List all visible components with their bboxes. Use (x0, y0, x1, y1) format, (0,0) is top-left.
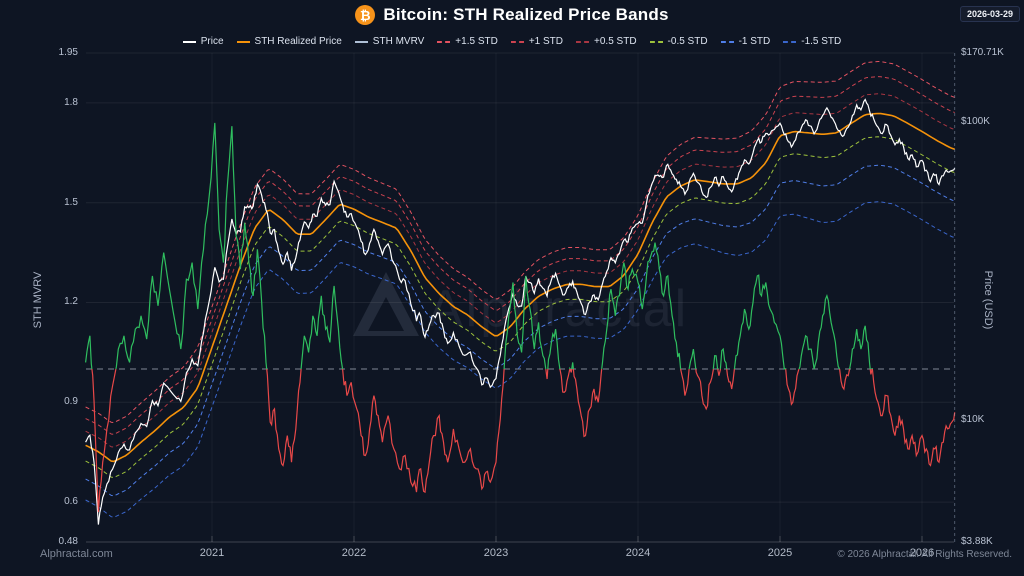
series-sth-mvrv (547, 328, 561, 370)
series-sth-mvrv (559, 368, 571, 393)
watermark-logo (353, 272, 419, 336)
series-sth-mvrv (266, 368, 302, 467)
legend-item-price[interactable]: Price (182, 36, 224, 47)
watermark: Alphractal (353, 272, 689, 338)
series-sth-mvrv (719, 347, 728, 370)
series-sth-mvrv (688, 348, 697, 370)
right-axis-tick-label: $100K (961, 116, 990, 128)
series-sth-realized-price (85, 112, 955, 463)
series-sth-mvrv (726, 368, 735, 390)
legend-item-label: -1.5 STD (801, 36, 842, 47)
series-sth-mvrv (717, 368, 721, 376)
legend-marker-icon (649, 40, 663, 43)
x-axis-tick-label: 2022 (341, 547, 367, 559)
series-sth-mvrv (85, 335, 93, 370)
right-axis-tick-label: $10K (961, 413, 985, 425)
series-sth-mvrv (572, 368, 603, 438)
footer-copyright: © 2026 Alphractal. All Rights Reserved. (837, 549, 1012, 560)
legend-item--1.5-std[interactable]: -1.5 STD (783, 36, 841, 47)
legend: Price STH Realized Price STH MVRV +1.5 STD +… (0, 36, 1024, 47)
series-sth-mvrv (545, 368, 549, 380)
legend-item-label: STH MVRV (372, 36, 425, 47)
left-axis-tick-label: 0.6 (64, 496, 78, 508)
legend-item-label: Price (200, 36, 224, 47)
legend-item-label: STH Realized Price (254, 36, 342, 47)
series-sth-mvrv (695, 368, 714, 411)
legend-marker-icon (783, 40, 797, 43)
legend-item-label: +1.5 STD (455, 36, 498, 47)
x-axis-tick-label: 2023 (483, 547, 509, 559)
legend-item-label: -1 STD (738, 36, 771, 47)
legend-item--0.5-std[interactable]: -0.5 STD (649, 36, 708, 47)
legend-item-+0.5-std[interactable]: +0.5 STD (576, 36, 637, 47)
legend-marker-icon (720, 40, 734, 43)
legend-item--1-std[interactable]: -1 STD (720, 36, 771, 47)
legend-item-label: +1 STD (528, 36, 564, 47)
band-line--1 STD (85, 164, 955, 497)
series-price (85, 98, 956, 525)
x-axis-tick-label: 2025 (767, 547, 793, 559)
series-sth-mvrv (869, 368, 873, 375)
band-line-+1 STD (85, 76, 955, 435)
band-line-+0.5 STD (85, 93, 955, 448)
left-axis-tick-label: 1.95 (58, 47, 78, 58)
series-sth-mvrv (785, 368, 800, 406)
legend-marker-icon (182, 40, 196, 43)
series-sth-mvrv (839, 368, 851, 391)
series-sth-mvrv (571, 362, 574, 370)
x-axis-tick-label: 2026 (909, 547, 935, 559)
right-axis-tick-label: $3.88K (961, 536, 993, 547)
legend-item-label: -0.5 STD (667, 36, 708, 47)
band-line-+1.5 STD (85, 60, 955, 424)
series-sth-mvrv (342, 368, 505, 494)
legend-marker-icon (236, 40, 250, 43)
watermark-text: Alphractal (428, 280, 689, 338)
series-sth-mvrv (712, 355, 719, 370)
series-sth-mvrv (569, 368, 573, 373)
band-line--1.5 STD (85, 201, 955, 518)
left-axis-tick-label: 0.48 (58, 536, 78, 547)
left-axis-tick-label: 1.2 (64, 296, 78, 308)
legend-item-sth-mvrv[interactable]: STH MVRV (354, 36, 425, 47)
right-axis-tick-label: $170.71K (961, 47, 1004, 58)
x-axis-tick-label: 2024 (625, 547, 651, 559)
left-axis-tick-label: 1.8 (64, 96, 78, 108)
left-axis-tick-label: 0.9 (64, 396, 78, 408)
series-sth-mvrv (503, 275, 547, 370)
series-sth-mvrv (300, 285, 344, 370)
series-sth-mvrv (733, 274, 787, 370)
legend-item-sth-realized-price[interactable]: STH Realized Price (236, 36, 342, 47)
series-sth-mvrv (871, 368, 956, 467)
legend-marker-icon (576, 40, 590, 43)
legend-marker-icon (510, 40, 524, 43)
legend-marker-icon (354, 40, 368, 43)
series-sth-mvrv (91, 368, 117, 513)
x-axis-tick-label: 2021 (199, 547, 225, 559)
legend-marker-icon (437, 40, 451, 43)
series-sth-mvrv (849, 325, 871, 370)
legend-item-label: +0.5 STD (594, 36, 637, 47)
footer-site-link: Alphractal.com (40, 548, 113, 560)
series-sth-mvrv (601, 242, 682, 370)
legend-item-+1-std[interactable]: +1 STD (510, 36, 564, 47)
date-badge: 2026-03-29 (959, 6, 1020, 22)
series-sth-mvrv (115, 122, 268, 370)
right-axis-title: Price (USD) (982, 270, 994, 330)
left-axis-tick-label: 1.5 (64, 196, 78, 208)
series-sth-mvrv (680, 368, 690, 396)
legend-item-+1.5-std[interactable]: +1.5 STD (437, 36, 498, 47)
series-sth-mvrv (798, 294, 841, 370)
band-line--0.5 STD (85, 136, 955, 479)
